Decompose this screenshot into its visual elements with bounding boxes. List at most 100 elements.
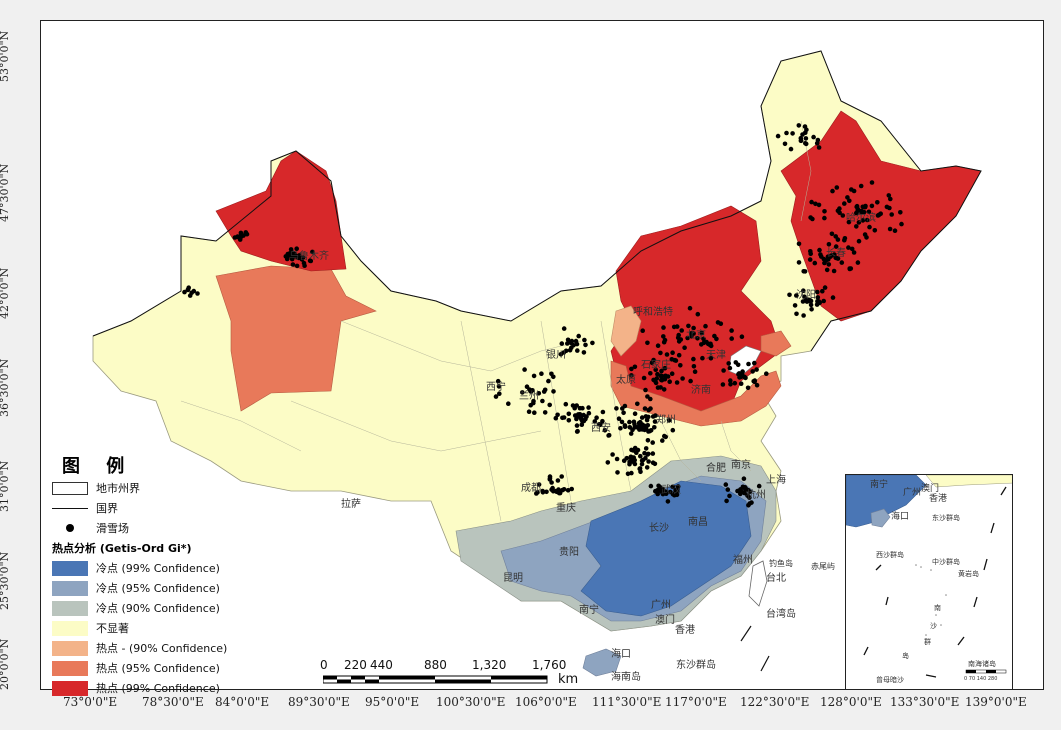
ski-resort-dot <box>602 428 608 433</box>
ski-resort-dot <box>563 401 569 407</box>
lon-tick-139: 139°0'0"E <box>965 695 1027 709</box>
ski-resort-dot <box>495 378 501 384</box>
class-swatch <box>52 680 88 696</box>
legend-class-row: 冷点 (90% Confidence) <box>52 598 282 618</box>
ski-resort-dot <box>648 428 654 433</box>
ski-resort-dot <box>627 419 632 425</box>
ski-resort-dot <box>830 188 835 194</box>
ski-resort-dot <box>648 371 653 376</box>
ski-resort-dot <box>739 334 745 340</box>
ski-resort-dot <box>754 367 759 372</box>
scale-label-220: 220 <box>344 658 367 672</box>
city-shanghai: 上海 <box>766 475 786 486</box>
ski-resort-dot <box>606 433 611 438</box>
ski-resort-dot <box>815 289 820 295</box>
ski-resort-dot <box>621 410 626 416</box>
ski-resort-dot <box>629 373 634 378</box>
ski-resort-dot <box>825 254 831 259</box>
ski-resort-dot <box>666 418 672 423</box>
ski-resort-dot <box>565 337 571 343</box>
ski-resort-dot <box>686 323 691 329</box>
ski-resort-dot <box>583 342 588 348</box>
ski-resort-dot <box>718 321 724 327</box>
ski-resort-dot <box>657 485 663 490</box>
ski-resort-dot <box>563 348 569 354</box>
ski-resort-dot <box>856 220 862 225</box>
ski-resort-dot <box>746 361 751 367</box>
legend-title: 图 例 <box>62 456 135 477</box>
ski-resort-dot <box>573 338 579 344</box>
scale-label-440: 440 <box>370 658 393 672</box>
ski-resort-dot <box>855 260 861 265</box>
ski-resort-dot <box>743 375 748 381</box>
scale-unit: km <box>558 672 579 687</box>
ski-resort-dot <box>632 461 638 467</box>
city-shenyang: 沈阳 <box>796 290 816 301</box>
ski-resort-dot <box>300 255 306 260</box>
ski-resort-dot <box>864 217 870 223</box>
legend-border-label: 国界 <box>96 502 118 515</box>
ski-resort-dot <box>645 340 650 346</box>
ski-resort-dot <box>649 360 655 366</box>
lon-tick-111-5: 111°30'0"E <box>592 695 662 709</box>
scale-bar-graphic <box>323 675 548 684</box>
city-changchun: 长春 <box>826 248 846 259</box>
ski-resort-dot <box>661 325 666 330</box>
city-beijing: 北京 <box>686 330 706 341</box>
ski-resort-dot <box>826 242 832 247</box>
city-taipei: 台北 <box>766 573 786 584</box>
ski-resort-dot <box>642 450 647 456</box>
ski-resort-dot <box>854 224 859 229</box>
ski-resort-dot <box>632 425 637 430</box>
ski-resort-dot <box>660 438 665 443</box>
class-label: 冷点 (90% Confidence) <box>96 602 220 615</box>
ski-resort-dot <box>614 406 619 411</box>
ski-resort-dot <box>642 427 647 433</box>
class-label: 冷点 (95% Confidence) <box>96 582 220 595</box>
ski-resort-dot <box>727 493 732 499</box>
ski-resort-dot <box>676 332 681 338</box>
ski-resort-dot <box>658 350 663 356</box>
national-border <box>92 50 982 352</box>
ski-resort-dot <box>835 208 841 214</box>
ski-resort-dot <box>586 405 591 410</box>
inset-macau: 澳门 <box>921 484 940 494</box>
lon-tick-128: 128°0'0"E <box>820 695 882 709</box>
ski-resort-dot <box>650 414 656 419</box>
ski-resort-dot <box>878 211 883 216</box>
ski-resort-dot <box>662 365 668 371</box>
ski-resort-dot <box>540 488 545 494</box>
ski-resort-dot <box>559 474 564 479</box>
inset-xisha: 西沙群岛 <box>876 551 904 559</box>
ski-resort-dot <box>812 260 818 266</box>
ski-resort-dot <box>645 438 651 443</box>
ski-resort-dot <box>701 336 706 342</box>
city-harbin: 哈尔滨 <box>846 213 876 224</box>
label-taiwan: 台湾岛 <box>766 609 796 620</box>
ski-resort-dot <box>659 368 664 374</box>
ski-resort-dot <box>652 378 658 383</box>
legend-boundary-label: 地市州界 <box>96 482 140 495</box>
ski-resort-dot <box>536 391 542 396</box>
ski-resort-dot <box>678 363 683 368</box>
ski-resort-dot <box>594 415 599 421</box>
ski-resort-dot <box>820 288 825 294</box>
ski-resort-dot <box>542 387 548 393</box>
ski-resort-dot <box>729 336 734 341</box>
ski-resort-dot <box>869 203 875 209</box>
city-guiyang: 贵阳 <box>559 547 579 558</box>
ski-resort-dot <box>685 335 690 341</box>
ski-resort-dot <box>835 237 841 242</box>
scale-label-880: 880 <box>424 658 447 672</box>
prefecture-boundaries <box>180 120 812 522</box>
label-diaoyu: 钓鱼岛 <box>769 559 793 568</box>
ski-resort-dot <box>817 247 822 253</box>
city-hefei: 合肥 <box>706 463 726 474</box>
city-fuzhou: 福州 <box>733 555 753 566</box>
ski-resort-dot <box>822 285 828 290</box>
lon-tick-117: 117°0'0"E <box>665 695 727 709</box>
inset-zhongsha: 中沙群岛 <box>932 558 960 566</box>
ski-resort-dot <box>805 297 811 303</box>
lat-tick-20: 20°0'0"N <box>0 638 11 690</box>
ski-resort-dot <box>898 210 903 215</box>
